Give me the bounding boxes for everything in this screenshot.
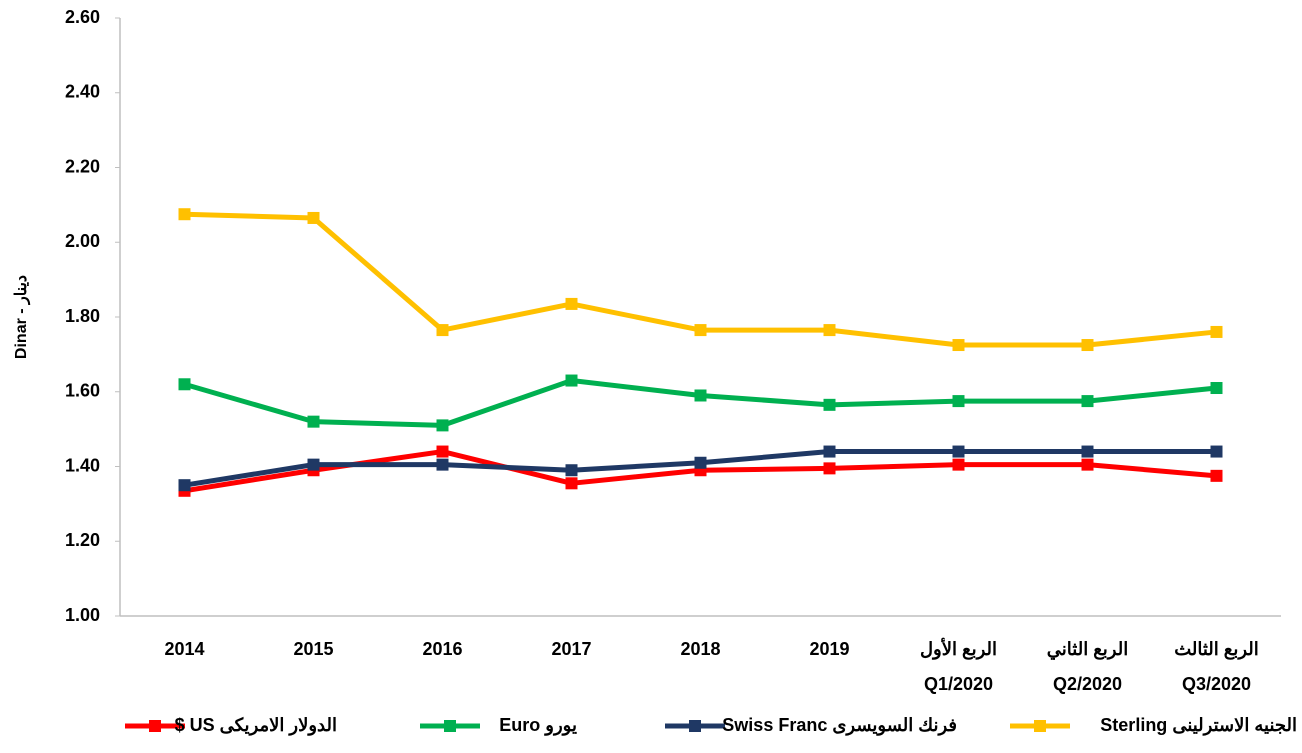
x-tick-label: Q2/2020 [1053, 674, 1122, 694]
x-tick-label: 2015 [293, 639, 333, 659]
point [952, 339, 965, 352]
point [178, 378, 191, 391]
point [694, 324, 707, 337]
x-tick-label: Q3/2020 [1182, 674, 1251, 694]
point [436, 458, 449, 471]
point [565, 477, 578, 490]
x-tick-label: الربع الأول [920, 637, 997, 660]
point [952, 445, 965, 458]
point [823, 398, 836, 411]
point [1081, 339, 1094, 352]
point [823, 445, 836, 458]
y-tick-label: 2.20 [65, 156, 100, 176]
point [178, 479, 191, 492]
point [1210, 382, 1223, 395]
legend-label: فرنك السويسرى Swiss Franc [722, 715, 957, 736]
legend-label: الدولار الامريكى US $ [175, 715, 337, 736]
point [823, 462, 836, 475]
point [565, 464, 578, 477]
legend-marker [689, 720, 701, 732]
point [565, 374, 578, 387]
point [694, 389, 707, 402]
y-tick-label: 1.20 [65, 530, 100, 550]
y-tick-label: 2.40 [65, 82, 100, 102]
point [307, 415, 320, 428]
y-tick-label: 2.00 [65, 231, 100, 251]
point [565, 297, 578, 310]
legend-label: يورو Euro [499, 715, 577, 736]
point [436, 324, 449, 337]
point [952, 395, 965, 408]
point [178, 208, 191, 221]
x-tick-label: 2017 [551, 639, 591, 659]
series-line [183, 378, 1217, 428]
point [952, 458, 965, 471]
x-tick-label: 2019 [809, 639, 849, 659]
y-tick-label: 1.00 [65, 605, 100, 625]
y-tick-label: 1.80 [65, 306, 100, 326]
point [436, 419, 449, 432]
point [307, 458, 320, 471]
point [1210, 445, 1223, 458]
x-tick-label: Q1/2020 [924, 674, 993, 694]
point [1081, 395, 1094, 408]
y-axis-label: Dinar - دينار [13, 275, 31, 359]
legend-marker [1034, 720, 1046, 732]
x-tick-label: الربع الثاني [1047, 639, 1128, 660]
x-tick-label: 2016 [422, 639, 462, 659]
point [1081, 458, 1094, 471]
y-tick-label: 1.60 [65, 381, 100, 401]
x-tick-label: الربع الثالث [1174, 639, 1259, 660]
legend-label: الجنيه الاسترلينى Sterling [1100, 715, 1297, 736]
point [823, 324, 836, 337]
point [307, 211, 320, 224]
point [1210, 325, 1223, 338]
x-tick-label: 2018 [680, 639, 720, 659]
x-tick-label: 2014 [164, 639, 204, 659]
y-tick-label: 1.40 [65, 455, 100, 475]
y-tick-label: 2.60 [65, 7, 100, 27]
legend-marker [444, 720, 456, 732]
point [436, 445, 449, 458]
legend-marker [149, 720, 161, 732]
point [1081, 445, 1094, 458]
point [1210, 469, 1223, 482]
point [694, 456, 707, 469]
